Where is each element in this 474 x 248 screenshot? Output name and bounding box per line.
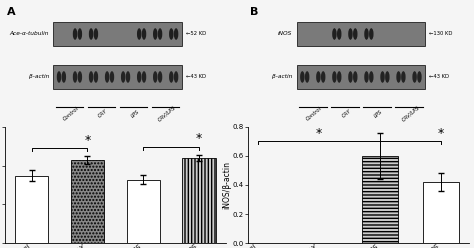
- Text: *: *: [196, 132, 202, 146]
- Bar: [362, 156, 398, 243]
- Ellipse shape: [142, 71, 146, 83]
- Ellipse shape: [158, 71, 162, 83]
- Text: ←52 KD: ←52 KD: [186, 31, 206, 36]
- Ellipse shape: [364, 28, 369, 40]
- Text: Control: Control: [305, 106, 323, 122]
- Text: LPS: LPS: [130, 109, 140, 119]
- Ellipse shape: [57, 71, 61, 83]
- Ellipse shape: [169, 71, 173, 83]
- Ellipse shape: [94, 71, 98, 83]
- Text: A: A: [7, 7, 16, 17]
- Bar: [71, 160, 104, 243]
- Text: ←43 KD: ←43 KD: [429, 74, 449, 79]
- Bar: [297, 22, 425, 46]
- Ellipse shape: [332, 28, 337, 40]
- Ellipse shape: [364, 71, 369, 83]
- Ellipse shape: [78, 28, 82, 40]
- Ellipse shape: [385, 71, 390, 83]
- Ellipse shape: [417, 71, 422, 83]
- Ellipse shape: [300, 71, 305, 83]
- Text: iNOS: iNOS: [278, 31, 292, 36]
- Bar: [182, 158, 216, 243]
- Ellipse shape: [73, 28, 77, 40]
- Ellipse shape: [337, 71, 341, 83]
- Ellipse shape: [396, 71, 401, 83]
- Ellipse shape: [348, 28, 353, 40]
- Text: CAY: CAY: [341, 108, 352, 119]
- Text: Control: Control: [62, 106, 80, 122]
- Ellipse shape: [174, 71, 178, 83]
- Text: LPS: LPS: [374, 109, 384, 119]
- Ellipse shape: [380, 71, 385, 83]
- Ellipse shape: [169, 28, 173, 40]
- Ellipse shape: [78, 71, 82, 83]
- Ellipse shape: [109, 71, 114, 83]
- Ellipse shape: [369, 71, 374, 83]
- Ellipse shape: [153, 71, 157, 83]
- Bar: [15, 176, 48, 243]
- Ellipse shape: [137, 28, 141, 40]
- Text: *: *: [316, 127, 322, 140]
- Bar: [297, 65, 425, 89]
- Ellipse shape: [321, 71, 326, 83]
- Ellipse shape: [153, 28, 157, 40]
- Ellipse shape: [121, 71, 126, 83]
- Bar: [54, 22, 182, 46]
- Text: Ace-α-tubulin: Ace-α-tubulin: [9, 31, 49, 36]
- Ellipse shape: [348, 71, 353, 83]
- Text: CAV/LPS: CAV/LPS: [401, 105, 420, 123]
- Ellipse shape: [137, 71, 141, 83]
- Ellipse shape: [369, 28, 374, 40]
- Text: β-actin: β-actin: [272, 74, 292, 79]
- Text: CAY: CAY: [98, 108, 109, 119]
- Ellipse shape: [332, 71, 337, 83]
- Ellipse shape: [353, 28, 357, 40]
- Ellipse shape: [126, 71, 130, 83]
- Ellipse shape: [105, 71, 109, 83]
- Ellipse shape: [401, 71, 406, 83]
- Bar: [127, 180, 160, 243]
- Text: *: *: [438, 127, 444, 140]
- Ellipse shape: [316, 71, 320, 83]
- Text: *: *: [84, 134, 91, 147]
- Ellipse shape: [142, 28, 146, 40]
- Text: B: B: [250, 7, 259, 17]
- Text: CAV/LPS: CAV/LPS: [157, 105, 177, 123]
- Ellipse shape: [353, 71, 357, 83]
- Ellipse shape: [337, 28, 341, 40]
- Ellipse shape: [89, 71, 93, 83]
- Ellipse shape: [62, 71, 66, 83]
- Ellipse shape: [305, 71, 310, 83]
- Text: β-actin: β-actin: [28, 74, 49, 79]
- Ellipse shape: [174, 28, 178, 40]
- Bar: [54, 65, 182, 89]
- Ellipse shape: [158, 28, 162, 40]
- Ellipse shape: [94, 28, 98, 40]
- Bar: [423, 182, 459, 243]
- Ellipse shape: [89, 28, 93, 40]
- Text: ←130 KD: ←130 KD: [429, 31, 453, 36]
- Ellipse shape: [412, 71, 417, 83]
- Text: ←43 KD: ←43 KD: [186, 74, 206, 79]
- Ellipse shape: [73, 71, 77, 83]
- Y-axis label: iNOS/β-actin: iNOS/β-actin: [222, 161, 231, 209]
